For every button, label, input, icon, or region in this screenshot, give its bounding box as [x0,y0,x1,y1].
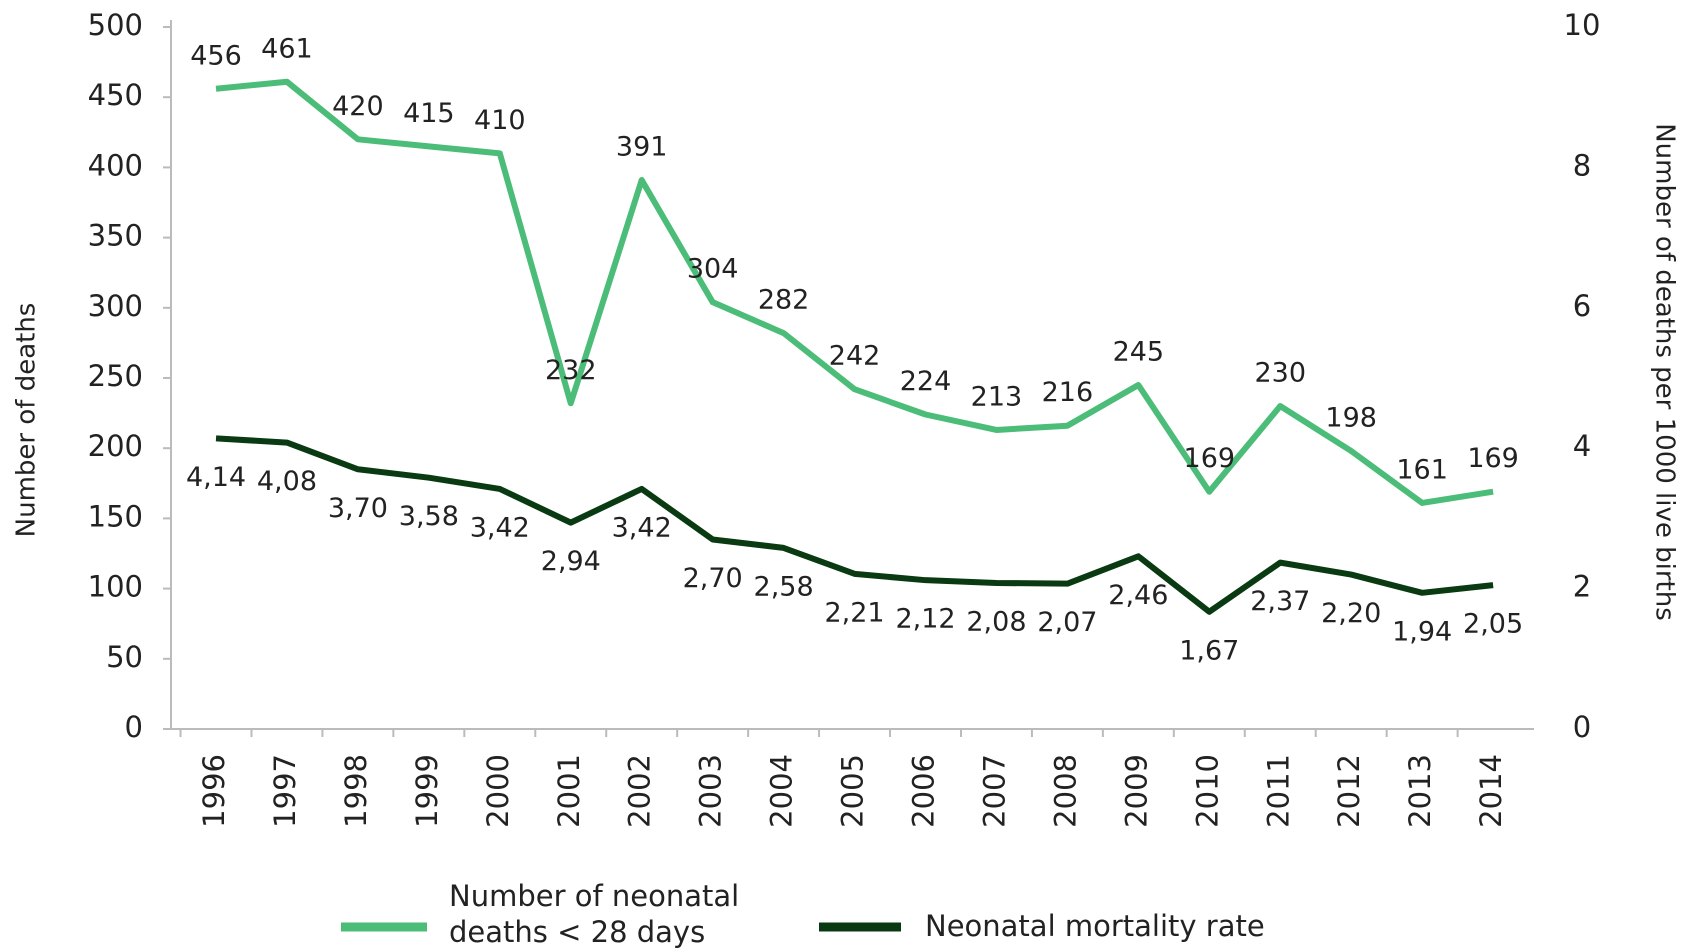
x-tick-label: 2004 [765,754,799,828]
data-label: 461 [261,33,313,64]
x-tick-label: 2014 [1474,754,1508,828]
y-tick-label: 500 [88,8,143,42]
y2-tick-label: 6 [1573,289,1591,323]
data-label: 1,94 [1392,616,1452,647]
x-tick-label: 2008 [1048,754,1082,828]
data-label: 3,42 [470,512,530,543]
data-label: 224 [900,366,952,397]
x-tick-label: 2009 [1119,754,1153,828]
data-label: 304 [687,254,739,285]
legend-label: Number of neonatal deaths < 28 days [449,879,740,948]
x-tick-label: 2005 [836,754,870,828]
data-label: 415 [403,98,455,129]
data-label: 2,21 [824,597,884,628]
data-label: 2,58 [754,571,814,602]
data-label: 2,20 [1321,598,1381,629]
data-label: 2,70 [683,563,743,594]
data-label: 169 [1184,443,1236,474]
data-label: 3,58 [399,501,459,532]
x-tick-label: 2001 [552,754,586,828]
y-tick-label: 200 [88,429,143,463]
data-label: 2,37 [1250,586,1310,617]
data-label: 2,94 [541,546,601,577]
y-tick-label: 0 [125,710,143,744]
x-tick-label: 2011 [1261,754,1295,828]
x-tick-label: 2000 [481,754,515,828]
x-tick-label: 2013 [1403,754,1437,828]
data-label: 198 [1325,403,1377,434]
data-label: 232 [545,355,597,386]
series-line [215,78,1494,506]
x-tick-label: 2003 [694,754,728,828]
x-tick-label: 1998 [339,754,373,828]
y-tick-label: 300 [88,289,143,323]
x-tick-label: 2002 [623,754,657,828]
data-label: 391 [616,132,668,163]
y-tick-label: 450 [88,78,143,112]
x-tick-label: 2006 [907,754,941,828]
data-label: 2,46 [1108,580,1168,611]
data-label: 456 [190,40,242,71]
x-tick-label: 2010 [1190,754,1224,828]
y2-axis-label: Number of deaths per 1000 live births [1650,123,1680,621]
legend-label: Neonatal mortality rate [925,909,1265,943]
y-axis-label: Number of deaths [12,303,42,538]
data-label: 2,12 [895,604,955,635]
data-label: 4,08 [257,466,317,497]
y2-tick-label: 10 [1564,8,1601,42]
y-tick-label: 50 [106,640,143,674]
data-label: 230 [1254,358,1306,389]
data-label: 242 [829,341,881,372]
data-label: 169 [1467,443,1519,474]
data-label: 420 [332,91,384,122]
data-label: 3,42 [612,512,672,543]
data-label: 4,14 [186,462,246,493]
series-line [215,435,1494,615]
data-label: 161 [1396,454,1448,485]
y2-tick-label: 4 [1573,429,1591,463]
data-label: 1,67 [1179,635,1239,666]
data-label: 2,05 [1463,609,1523,640]
x-tick-label: 2012 [1332,754,1366,828]
x-tick-label: 1996 [197,754,231,828]
y2-tick-label: 2 [1573,570,1591,604]
data-label: 245 [1113,337,1165,368]
data-label: 213 [971,381,1023,412]
data-label: 3,70 [328,493,388,524]
data-label: 410 [474,105,526,136]
x-tick-label: 1999 [410,754,444,828]
x-tick-label: 2007 [977,754,1011,828]
y-tick-label: 150 [88,499,143,533]
data-label: 216 [1042,377,1094,408]
data-label: 282 [758,285,810,316]
data-label: 2,07 [1037,607,1097,638]
x-tick-label: 1997 [268,754,302,828]
y-tick-label: 350 [88,219,143,253]
data-label: 2,08 [966,606,1026,637]
y2-tick-label: 0 [1573,710,1591,744]
y-tick-label: 100 [88,570,143,604]
y-tick-label: 400 [88,148,143,182]
y2-tick-label: 8 [1573,148,1591,182]
y-tick-label: 250 [88,359,143,393]
